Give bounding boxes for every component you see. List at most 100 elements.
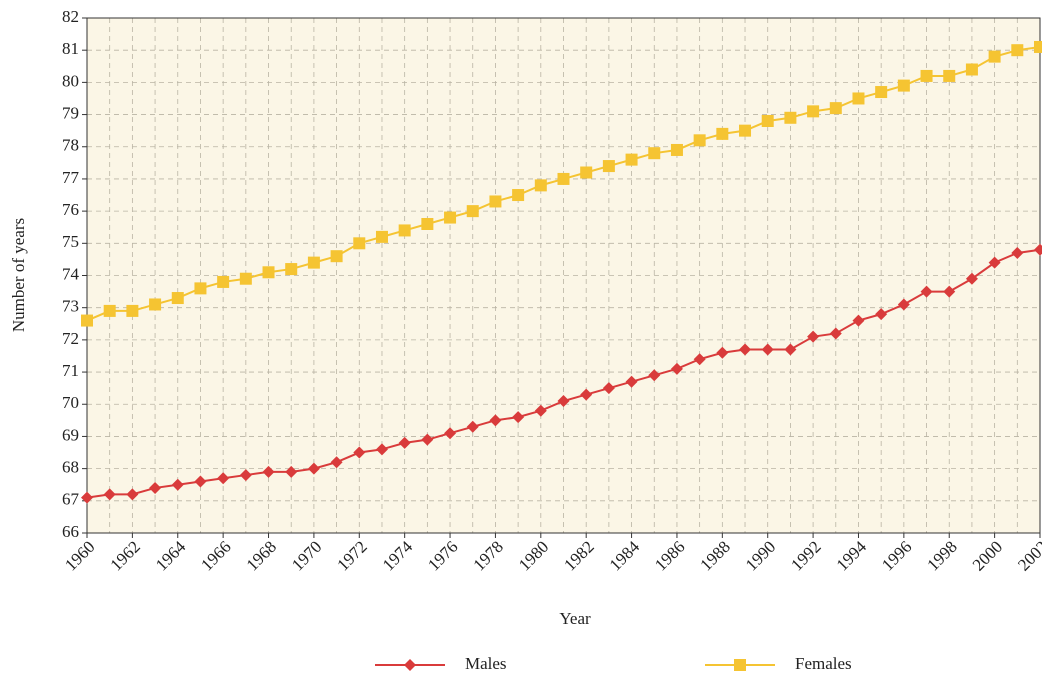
marker	[602, 160, 615, 173]
marker	[693, 353, 706, 366]
marker	[625, 153, 638, 166]
y-tick-label: 81	[62, 39, 79, 58]
marker	[285, 263, 298, 276]
y-tick-label: 77	[62, 168, 80, 187]
x-tick-label: 1970	[288, 537, 325, 574]
marker	[1034, 243, 1042, 256]
marker	[466, 205, 479, 218]
marker	[625, 375, 638, 388]
marker	[602, 382, 615, 395]
marker	[330, 250, 343, 263]
marker	[262, 465, 275, 478]
marker	[670, 362, 683, 375]
marker	[217, 472, 230, 485]
y-tick-label: 82	[62, 7, 79, 26]
x-tick-label: 1974	[379, 537, 417, 575]
marker	[171, 478, 184, 491]
x-tick-label: 1994	[833, 537, 871, 575]
marker	[81, 491, 93, 504]
x-tick-label: 1988	[696, 537, 733, 574]
marker	[670, 143, 683, 156]
x-tick-label: 1978	[470, 537, 507, 574]
x-tick-label: 1990	[742, 537, 779, 574]
y-tick-label: 75	[62, 232, 79, 251]
marker	[965, 63, 978, 76]
marker	[807, 105, 820, 118]
marker	[194, 282, 207, 295]
marker	[1011, 246, 1024, 259]
marker	[421, 433, 434, 446]
marker	[534, 179, 547, 192]
marker	[920, 285, 933, 298]
x-tick-label: 1976	[424, 537, 461, 574]
marker	[353, 446, 366, 459]
plot-frame	[86, 17, 1041, 534]
marker	[761, 115, 774, 127]
marker	[784, 343, 797, 356]
marker	[557, 172, 570, 185]
marker	[943, 69, 956, 82]
marker	[734, 659, 746, 671]
marker	[103, 304, 116, 317]
marker	[444, 211, 457, 224]
marker	[353, 237, 366, 250]
marker	[489, 414, 502, 427]
marker	[784, 111, 797, 124]
legend-label: Females	[795, 654, 852, 673]
marker	[307, 256, 320, 269]
x-tick-label: 2000	[969, 537, 1006, 574]
marker	[217, 275, 230, 288]
marker	[81, 314, 93, 327]
marker	[648, 147, 661, 160]
marker	[398, 224, 411, 237]
y-tick-label: 67	[62, 490, 80, 509]
marker	[716, 346, 729, 359]
x-tick-label: 1962	[106, 537, 143, 574]
marker	[557, 395, 570, 408]
x-tick-label: 2002	[1014, 537, 1042, 574]
marker	[965, 272, 978, 285]
x-tick-label: 1966	[197, 537, 234, 574]
x-tick-label: 1968	[243, 537, 280, 574]
y-tick-label: 71	[62, 361, 79, 380]
marker	[126, 488, 139, 501]
x-tick-label: 1996	[878, 537, 915, 574]
marker	[307, 462, 320, 475]
marker	[375, 443, 388, 456]
y-tick-label: 69	[62, 425, 79, 444]
marker	[149, 481, 162, 494]
y-axis-label: Number of years	[9, 218, 28, 332]
marker	[126, 304, 139, 317]
y-tick-label: 76	[62, 200, 79, 219]
y-tick-label: 79	[62, 103, 79, 122]
marker	[716, 127, 729, 140]
x-tick-label: 1982	[560, 537, 597, 574]
marker	[648, 369, 661, 382]
marker	[875, 308, 888, 321]
y-tick-label: 74	[62, 264, 80, 283]
marker	[149, 298, 162, 311]
marker	[761, 343, 774, 356]
marker	[807, 330, 820, 343]
marker	[1011, 44, 1024, 57]
x-tick-label: 1992	[787, 537, 824, 574]
marker	[920, 69, 933, 82]
y-tick-label: 73	[62, 297, 79, 316]
marker	[739, 343, 752, 356]
marker	[239, 469, 252, 482]
marker	[285, 465, 298, 478]
marker	[239, 272, 252, 285]
marker	[404, 659, 416, 671]
marker	[693, 134, 706, 147]
marker	[375, 230, 388, 243]
marker	[330, 456, 343, 469]
marker	[398, 436, 411, 449]
x-tick-label: 1984	[606, 537, 644, 575]
y-tick-label: 68	[62, 458, 79, 477]
marker	[829, 327, 842, 340]
marker	[897, 298, 910, 311]
x-tick-label: 1998	[923, 537, 960, 574]
marker	[829, 102, 842, 115]
marker	[512, 189, 525, 202]
